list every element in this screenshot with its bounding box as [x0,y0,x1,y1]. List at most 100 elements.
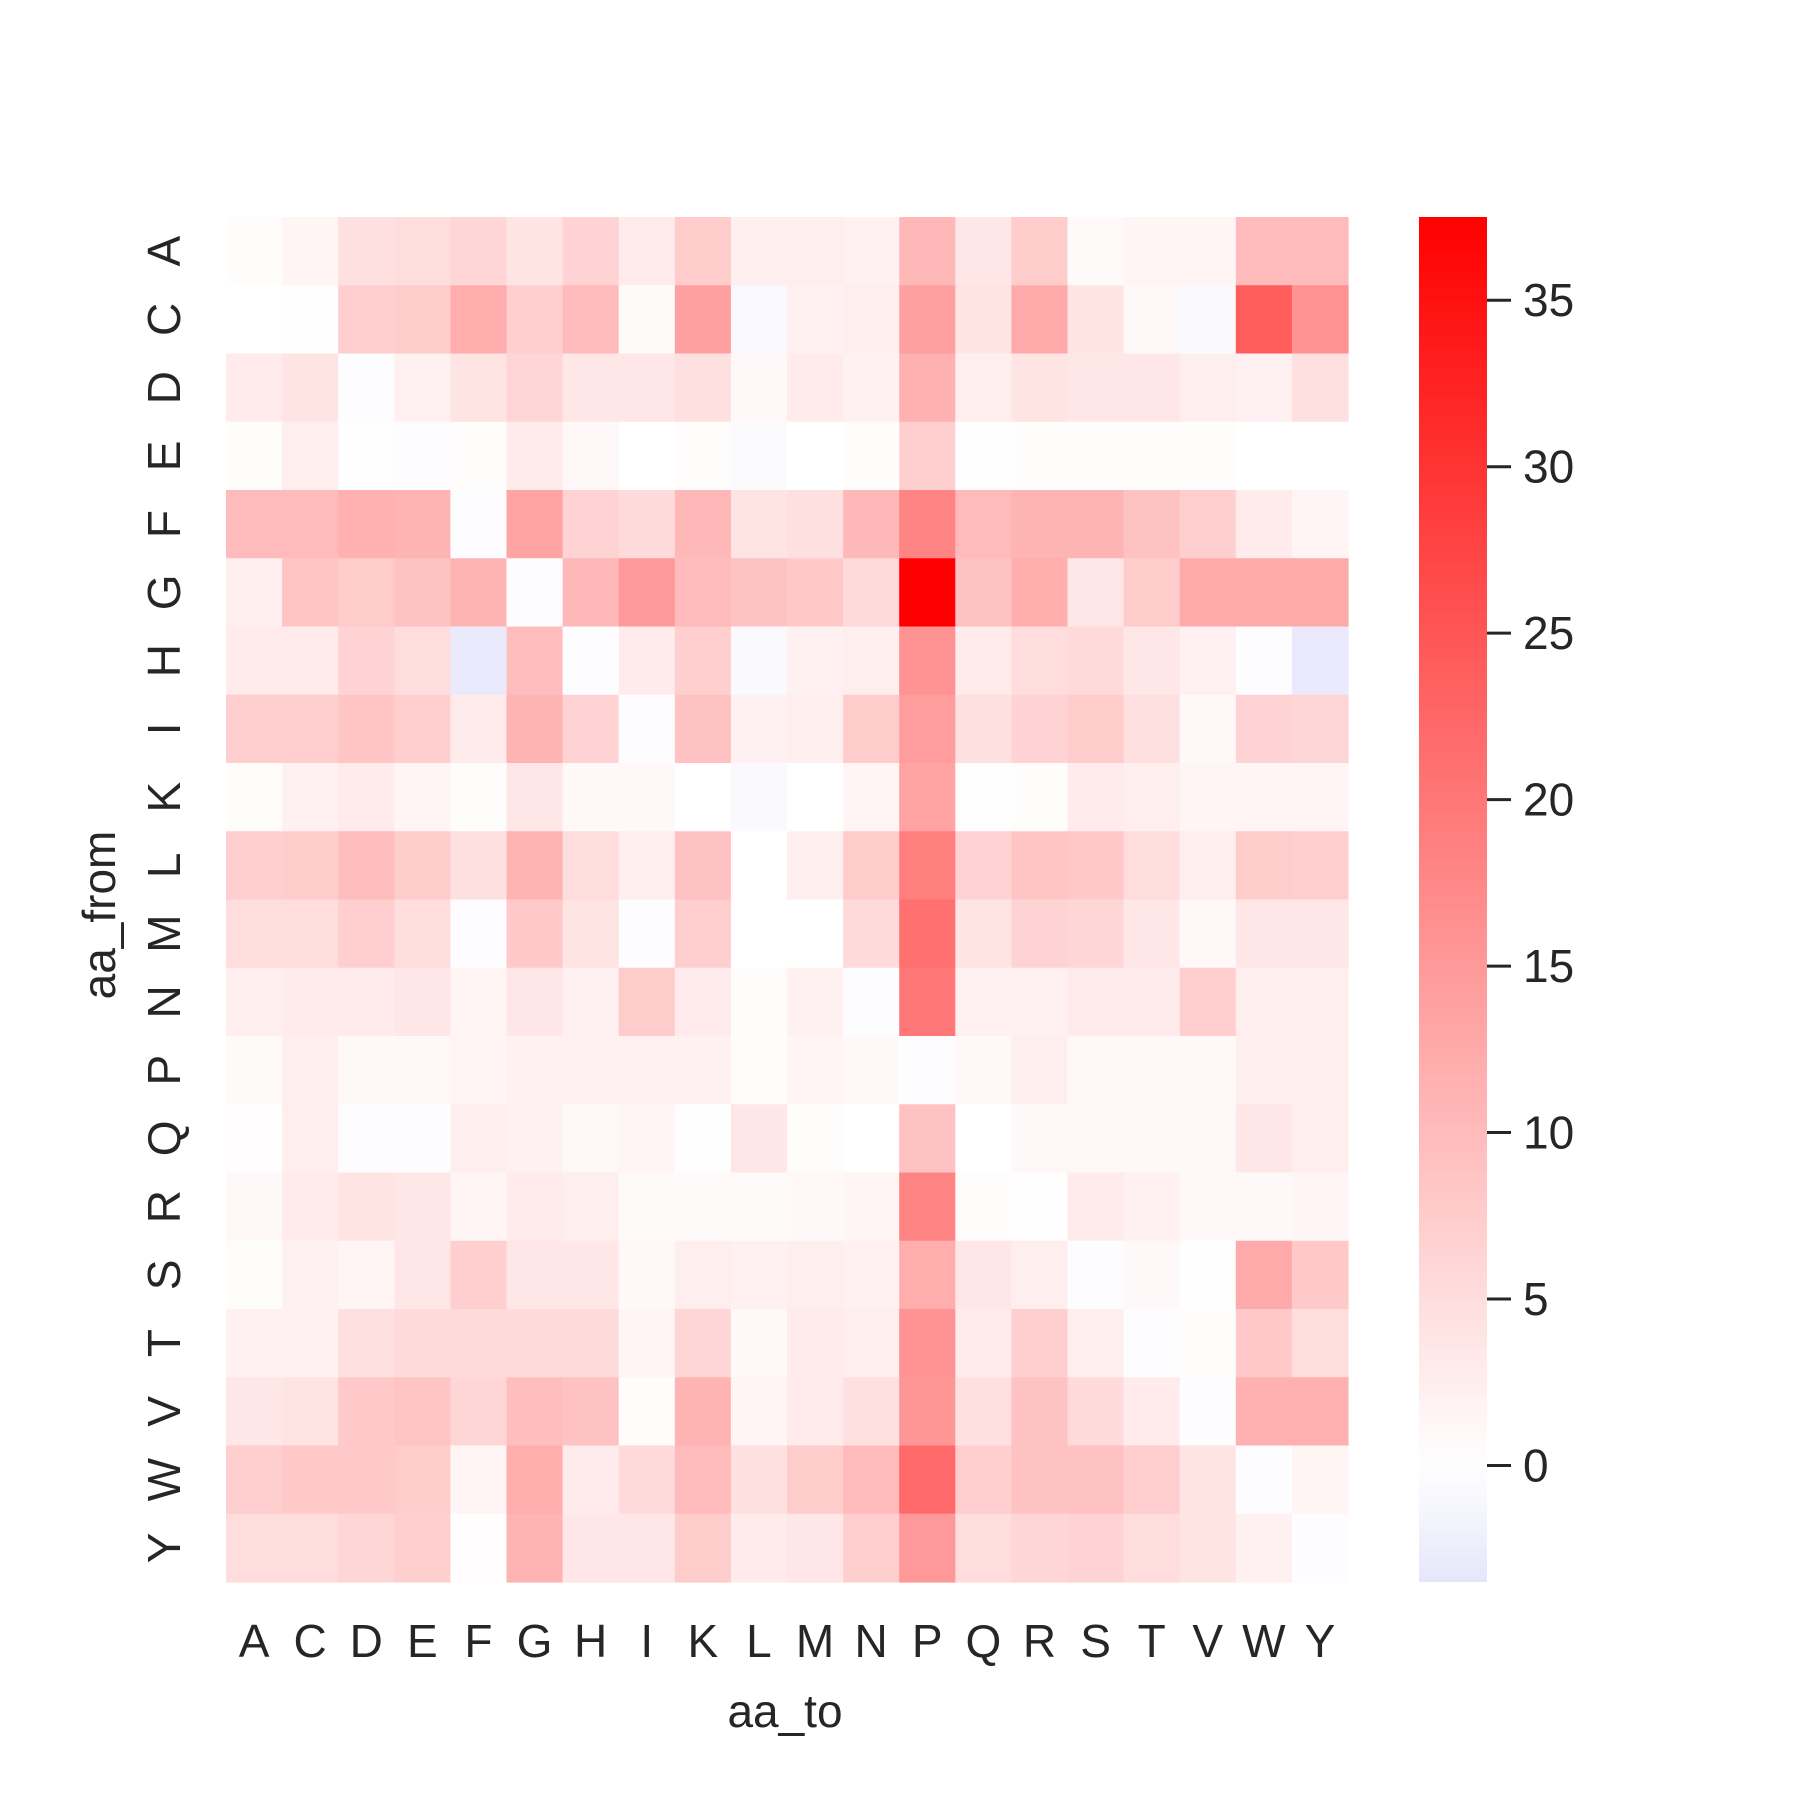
heatmap-cell [899,967,956,1037]
heatmap-cell [730,490,788,559]
heatmap-cell [1067,1377,1125,1447]
heatmap-cell [506,1104,564,1174]
heatmap-cell [1067,558,1125,628]
heatmap-cell [338,1240,395,1310]
heatmap-cell [899,831,956,901]
heatmap-cell [394,490,451,559]
heatmap-cell [787,490,844,559]
heatmap-cell [730,1172,788,1242]
heatmap-cell [338,353,395,423]
heatmap-cell [1067,899,1125,969]
heatmap-cell [618,1377,676,1447]
heatmap-cell [955,490,1012,559]
heatmap-cell [450,558,508,628]
heatmap-cell [843,1240,900,1310]
heatmap-cell [674,558,732,628]
heatmap-cell [787,558,844,628]
x-tick-label: Q [965,1615,1001,1667]
heatmap-cell [674,763,732,832]
heatmap-cell [674,1377,732,1447]
heatmap-cell [618,899,676,969]
heatmap-cell [730,217,788,286]
heatmap-cell [1235,1377,1293,1447]
y-tick-label: V [138,1396,190,1427]
heatmap-cell [282,285,339,355]
heatmap-cell [1011,626,1069,696]
x-tick-label: L [746,1615,772,1667]
x-tick-label: F [464,1615,492,1667]
heatmap-cell [1235,763,1293,832]
heatmap-cell [1067,217,1125,286]
heatmap-cell [1123,831,1181,901]
heatmap-cell [450,831,508,901]
heatmap-cell [1011,967,1069,1037]
heatmap-cell [730,1240,788,1310]
heatmap-cell [506,285,564,355]
heatmap-cell [282,490,339,559]
heatmap-cell [1123,1036,1181,1105]
heatmap-cell [506,1445,564,1515]
heatmap-cell [1011,285,1069,355]
heatmap-cell [1123,353,1181,423]
heatmap-cell [1235,490,1293,559]
heatmap-cell [1123,1513,1181,1583]
heatmap-cell [1235,831,1293,901]
colorbar [1419,217,1487,1582]
heatmap-cell [1123,421,1181,491]
heatmap-cell [450,490,508,559]
heatmap-cell [282,1309,339,1378]
heatmap-cell [1123,1309,1181,1378]
heatmap-cell [1179,1240,1237,1310]
heatmap-cell [955,1445,1012,1515]
heatmap-cell [787,694,844,764]
colorbar-tick-label: 20 [1523,774,1574,826]
heatmap-cell [394,1104,451,1174]
heatmap-cell [506,490,564,559]
heatmap-cell [955,1377,1012,1447]
heatmap-cell [338,421,395,491]
heatmap-cell [1291,353,1349,423]
heatmap-cell [562,285,620,355]
y-tick-label: M [138,914,190,952]
y-tick-label: F [138,510,190,538]
heatmap-cell [394,1036,451,1105]
heatmap-cell [899,1309,956,1378]
heatmap-cell [282,967,339,1037]
heatmap-cell [787,353,844,423]
heatmap-cell [1123,285,1181,355]
heatmap-cell [674,1240,732,1310]
heatmap-cell [394,353,451,423]
heatmap-cell [674,967,732,1037]
heatmap-cell [899,1377,956,1447]
heatmap-cell [674,1036,732,1105]
y-tick-label: I [138,722,190,735]
heatmap-cell [843,694,900,764]
heatmap-cell [1123,626,1181,696]
heatmap-cell [730,421,788,491]
heatmap-cell [506,1036,564,1105]
y-tick-label: Q [138,1120,190,1156]
heatmap-cell [1067,1036,1125,1105]
heatmap-cell [1235,217,1293,286]
heatmap-cell [1291,1036,1349,1105]
heatmap-cell [450,1104,508,1174]
heatmap-cell [955,217,1012,286]
heatmap-cell [1179,1036,1237,1105]
heatmap-cell [618,558,676,628]
heatmap-cell [955,899,1012,969]
heatmap-cell [1067,1104,1125,1174]
heatmap-cell [394,285,451,355]
heatmap-cell [955,967,1012,1037]
heatmap-cell [562,217,620,286]
heatmap-cell [843,626,900,696]
heatmap-cell [562,558,620,628]
heatmap-cell [226,421,283,491]
heatmap-cell [282,558,339,628]
heatmap-cell [450,217,508,286]
heatmap-cell [1291,967,1349,1037]
heatmap-cell [955,694,1012,764]
heatmap-cell [730,1513,788,1583]
heatmap-cell [506,1513,564,1583]
heatmap-cell [394,1172,451,1242]
